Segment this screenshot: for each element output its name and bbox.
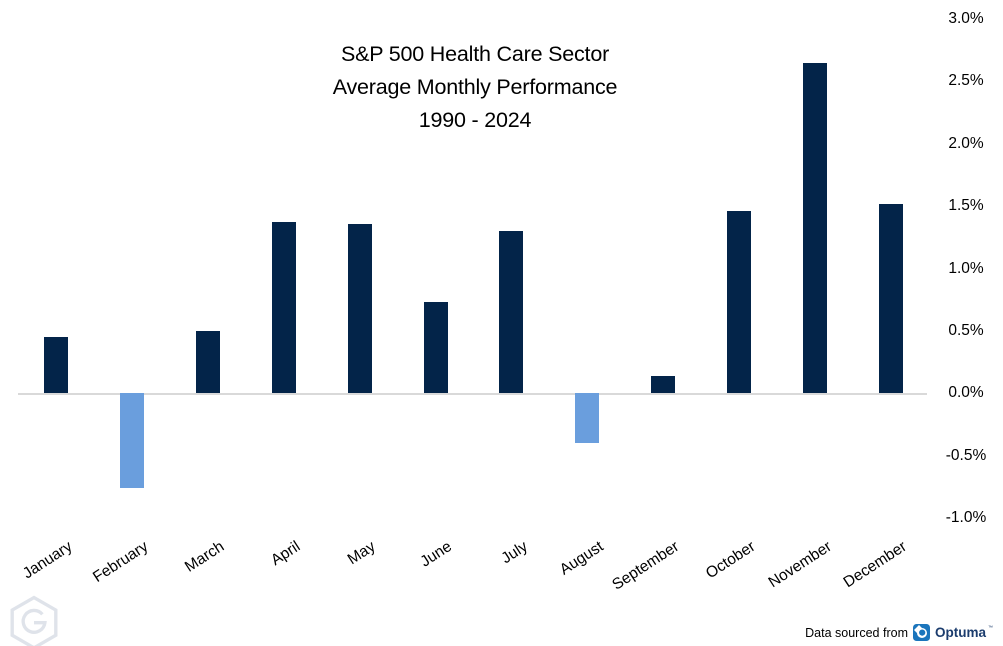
x-tick-label-april: April [267,538,303,570]
y-axis: 3.0% 2.5% 2.0% 1.5% 1.0% 0.5% 0.0% -0.5% -1.0% [938,0,996,646]
x-tick-label-july: July [498,538,531,568]
bar-july [499,231,524,394]
y-tick-label: -0.5% [945,446,987,464]
x-tick-label-december: December [840,538,911,592]
bar-may [347,223,372,394]
bar-september [651,375,676,394]
y-tick-label: 1.5% [948,197,984,215]
zero-baseline [18,393,927,395]
x-tick-label-june: June [417,538,455,571]
x-tick-label-september: September [609,538,683,594]
y-tick-label: 3.0% [948,10,984,27]
trademark-symbol: ™ [988,625,993,631]
bar-june [423,302,448,394]
bar-april [271,222,296,394]
y-tick-label: 2.5% [948,72,984,90]
x-tick-label-march: March [181,538,228,576]
optuma-logo-icon [912,624,930,641]
chart-title-line-2: Average Monthly Performance [332,75,618,99]
bar-august [575,393,600,444]
y-tick-label: 2.0% [948,134,984,152]
y-tick-label: 0.0% [948,384,984,402]
x-tick-label-october: October [702,538,759,583]
optuma-brand-name: Optuma ™ [934,625,993,640]
data-source-attribution: Data sourced from Optuma ™ [805,624,993,641]
chart-title-line-1: S&P 500 Health Care Sector [340,42,610,66]
x-tick-label-may: May [345,538,379,569]
y-tick-label: 1.0% [948,259,984,277]
chart-title-line-3: 1990 - 2024 [418,108,532,132]
bar-march [195,330,220,394]
y-tick-label: 0.5% [948,321,984,339]
hexagon-g-watermark-icon [3,595,65,646]
chart-title: S&P 500 Health Care Sector Average Month… [0,38,950,137]
data-source-text: Data sourced from [805,625,908,640]
x-tick-label-november: November [765,538,835,592]
bar-november [803,62,827,394]
x-tick-label-february: February [89,538,152,587]
x-tick-label-august: August [556,538,607,579]
bar-october [727,211,752,394]
y-tick-label: -1.0% [945,509,987,526]
bar-february [119,393,144,489]
bar-january [44,337,68,394]
plot-area [18,19,927,518]
bar-december [878,203,903,394]
x-tick-label-january: January [19,538,76,583]
